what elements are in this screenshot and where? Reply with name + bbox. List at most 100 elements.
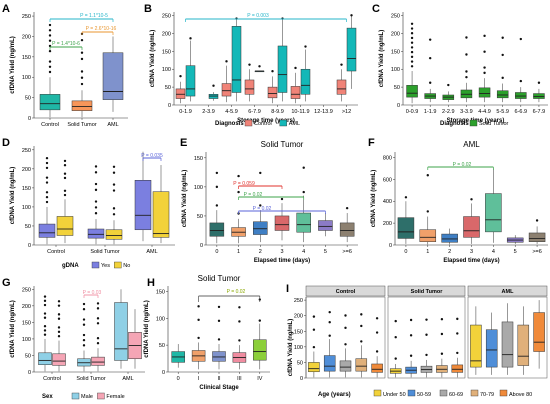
outlier-point [63, 159, 67, 163]
outlier-point [248, 63, 251, 66]
outlier-point [48, 49, 52, 53]
box [496, 90, 509, 99]
outlier-point [440, 352, 444, 355]
outlier-point [350, 14, 353, 17]
outlier-point [48, 70, 52, 74]
legend-swatch [407, 389, 416, 397]
outlier-point [225, 60, 228, 63]
panel-h: H 0 50 100 150 cfDNA Yield (ng/mL) Solid Tumor… [144, 274, 270, 391]
legend-swatch [91, 261, 100, 269]
outlier-point [238, 339, 241, 342]
x-tick-label: 3 [470, 249, 473, 255]
outlier-point [535, 219, 539, 222]
outlier-point [45, 176, 49, 179]
panel-letter: G [2, 277, 11, 289]
outlier-point [48, 44, 52, 48]
outlier-point [375, 317, 379, 320]
outlier-point [189, 37, 192, 40]
x-tick-label: AML [107, 122, 118, 128]
outlier-point [63, 172, 67, 175]
x-tick-label: Solid Tumor [76, 376, 106, 382]
box [528, 232, 546, 242]
box [323, 355, 336, 372]
outlier-point [328, 321, 331, 324]
outlier-point [465, 36, 468, 39]
outlier-point [410, 50, 414, 54]
x-tick-label: II [217, 376, 221, 382]
x-tick-label: 12-13.9 [314, 109, 333, 115]
outlier-point [212, 84, 215, 87]
box [56, 216, 74, 236]
outlier-point [410, 36, 414, 40]
outlier-point [425, 353, 428, 357]
facet-frame [387, 296, 466, 379]
y-tick-label: 150 [294, 329, 303, 335]
x-tick-label: 6-6.9 [515, 109, 528, 115]
outlier-point [304, 45, 307, 48]
outlier-point [360, 324, 363, 328]
p-value-annotation: P = 1.1*10-5 [80, 13, 108, 19]
x-tick-label: 1-1.9 [424, 109, 437, 115]
outlier-point [345, 206, 349, 210]
outlier-point [409, 334, 413, 337]
legend-title: Diagnosis [440, 121, 469, 127]
outlier-point [217, 338, 221, 341]
x-tick-label: 4 [492, 249, 495, 255]
outlier-point [80, 70, 84, 73]
outlier-point [48, 65, 52, 68]
outlier-point [96, 307, 100, 310]
outlier-point [112, 171, 116, 174]
outlier-point [45, 181, 49, 184]
y-tick-label: 0 [389, 243, 392, 249]
outlier-point [94, 165, 98, 168]
box [209, 222, 225, 237]
x-tick-label: 5 [324, 249, 327, 255]
outlier-point [45, 166, 49, 170]
outlier-point [63, 176, 67, 180]
x-tick-label: >=6 [532, 249, 541, 255]
x-tick-label: 1 [426, 249, 429, 255]
y-tick-label: 50 [197, 214, 203, 220]
box [296, 212, 311, 233]
outlier-point [57, 326, 61, 329]
outlier-point [96, 322, 100, 325]
outlier-point [96, 317, 100, 320]
y-tick-label: 250 [22, 148, 31, 154]
x-tick-label: Control [41, 122, 59, 128]
p-value-annotation: P = 0.02 [253, 206, 272, 212]
outlier-point [302, 190, 305, 194]
outlier-point [215, 204, 219, 207]
legend-item: No [123, 263, 130, 269]
outlier-point [43, 316, 47, 319]
outlier-point [483, 66, 486, 69]
x-tick-label: 0 [177, 376, 180, 382]
p-value-annotation: P = 0.02 [453, 162, 472, 168]
outlier-point [82, 308, 86, 311]
y-axis-title: cfDNA Yield (ng/mL) [10, 36, 16, 93]
outlier-point [45, 156, 49, 160]
outlier-point [465, 75, 468, 79]
x-tick-label: AML [146, 249, 157, 255]
outlier-point [426, 174, 429, 177]
legend-swatch [469, 119, 478, 127]
facet-frame [305, 296, 386, 379]
x-tick-label: 6-7.9 [533, 109, 546, 115]
outlier-point [43, 325, 47, 328]
box [485, 193, 502, 233]
outlier-point [428, 56, 432, 60]
legend-item: Male [81, 394, 93, 400]
outlier-point [440, 332, 444, 336]
outlier-point [112, 189, 116, 192]
box [102, 52, 124, 100]
legend-swatch [439, 389, 448, 397]
y-tick-label: 100 [162, 67, 171, 73]
outlier-point [483, 71, 486, 75]
outlier-point [456, 351, 459, 355]
outlier-point [217, 319, 221, 323]
x-tick-label: III [237, 376, 242, 382]
chart-title: Solid Tumor [261, 140, 304, 149]
box [105, 229, 123, 240]
y-tick-label: 0 [28, 243, 31, 249]
outlier-point [57, 335, 61, 338]
outlier-point [410, 65, 414, 68]
